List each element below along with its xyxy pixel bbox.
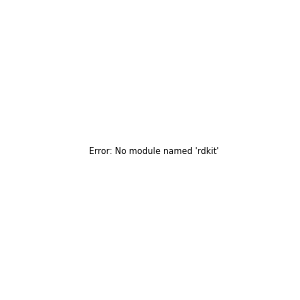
Text: Error: No module named 'rdkit': Error: No module named 'rdkit': [89, 147, 219, 156]
